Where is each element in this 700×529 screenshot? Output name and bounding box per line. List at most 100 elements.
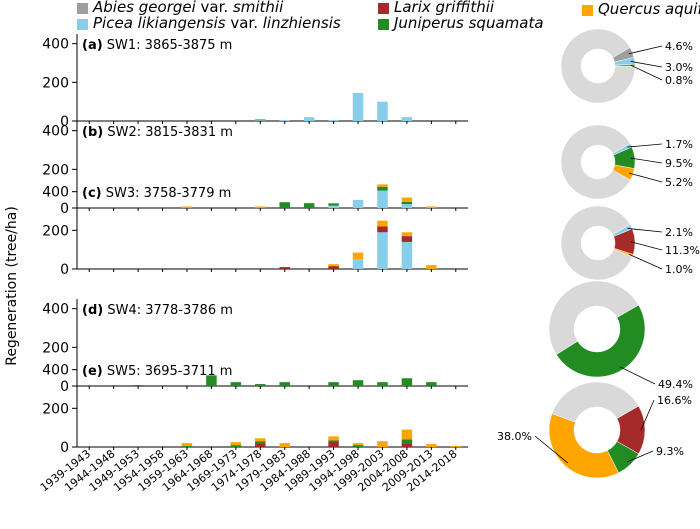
bar-picea-1974-1978	[255, 120, 266, 121]
legend-swatch-picea	[77, 19, 88, 30]
bar-juniperus-1994-1998	[352, 445, 364, 447]
donut-slice-other	[560, 28, 636, 104]
bar-quercus-1989-1993	[328, 436, 339, 441]
donut-leader-line	[630, 60, 663, 68]
bar-quercus-1959-1963	[181, 206, 193, 208]
bar-quercus-2009-2013	[426, 444, 437, 447]
legend-label-juniperus: Juniperus squamata	[391, 14, 544, 32]
panel-2: 0 200 400 (b) SW2: 3815-3831 m	[42, 121, 468, 217]
donut-percent-label: 4.6%	[665, 40, 693, 53]
bar-quercus-1979-1983	[279, 443, 290, 447]
bar-picea-1979-1983	[279, 120, 290, 121]
donut-percent-label: 9.5%	[665, 157, 693, 170]
panel-title: (b) SW2: 3815-3831 m	[82, 125, 233, 140]
y-tick-label: 0	[60, 379, 69, 395]
panel-4: 0 200 400 (d) SW4: 3778-3786 m	[42, 299, 468, 395]
legend-genus-abies: Abies georgei	[92, 0, 197, 16]
donut-slice-juniperus	[556, 304, 646, 378]
y-tick-label: 200	[42, 75, 69, 91]
legend-item-abies: Abies georgei var. smithii	[77, 0, 284, 16]
bar-juniperus-1964-1968	[206, 375, 217, 386]
y-tick-label: 400	[42, 124, 69, 140]
bar-juniperus-2009-2013	[426, 382, 437, 386]
bar-juniperus-1984-1988	[303, 203, 315, 208]
donut-percent-label: 9.3%	[656, 445, 684, 458]
bar-quercus-1999-2003	[377, 220, 388, 227]
panel-title: (d) SW4: 3778-3786 m	[82, 303, 233, 318]
bar-juniperus-1979-1983	[279, 382, 290, 386]
legend-genus-juniperus: Juniperus squamata	[391, 14, 544, 32]
panel-letter: (b)	[82, 125, 103, 140]
bar-picea-1994-1998	[352, 259, 364, 269]
bar-quercus-1974-1978	[255, 438, 266, 442]
legend-item-larix: Larix griffithii	[378, 0, 495, 16]
panel-1: 0 200 400 (a) SW1: 3865-3875 m	[42, 34, 468, 130]
y-tick-label: 0	[60, 114, 69, 130]
legend-rank-picea: var.	[226, 14, 263, 32]
legend-item-juniperus: Juniperus squamata	[378, 14, 544, 32]
bar-picea-1994-1998	[352, 199, 364, 208]
donut-4: 49.4%	[548, 280, 693, 391]
bar-quercus-2004-2008	[401, 429, 413, 440]
panel-site: SW5: 3695-3711 m	[103, 364, 233, 379]
legend-swatch-quercus	[582, 5, 593, 16]
bar-juniperus-2004-2008	[401, 201, 413, 205]
legend-swatch-abies	[77, 3, 88, 14]
bar-quercus-2004-2008	[401, 197, 413, 202]
donut-1: 4.6% 3.0%0.8%	[560, 28, 693, 104]
donut-3: 2.1% 11.3% 1.0%	[560, 205, 700, 281]
bar-quercus-2014-2018	[450, 446, 462, 447]
bar-picea-1984-1988	[303, 117, 315, 121]
bar-quercus-1989-1993	[328, 264, 339, 267]
legend-label-quercus: Quercus aquifolides	[598, 0, 700, 18]
donut-2: 1.7% 9.5% 5.2%	[560, 124, 693, 200]
bar-larix-2004-2008	[401, 443, 413, 447]
bar-juniperus-1974-1978	[255, 441, 266, 444]
bar-juniperus-1974-1978	[255, 119, 266, 121]
donut-leader-line	[630, 64, 663, 81]
y-tick-label: 0	[60, 440, 69, 456]
donut-leader-line	[627, 143, 663, 148]
bar-quercus-1999-2003	[377, 441, 388, 447]
donut-percent-label: 16.6%	[657, 394, 692, 407]
donut-percent-label: 49.4%	[658, 378, 693, 391]
panel-title: (c) SW3: 3758-3779 m	[82, 186, 231, 201]
bar-picea-1999-2003	[377, 232, 388, 269]
bar-larix-1974-1978	[255, 443, 266, 447]
bar-quercus-1969-1973	[230, 442, 242, 446]
panel-3: 0 200 400 (c) SW3: 3758-3779 m	[42, 182, 468, 278]
donut-slice-other	[551, 381, 639, 423]
panel-letter: (d)	[82, 303, 103, 318]
panel-letter: (c)	[82, 186, 102, 201]
legend-genus-larix: Larix griffithii	[394, 0, 495, 16]
donut-percent-label: 38.0%	[497, 430, 532, 443]
legend-label-larix: Larix griffithii	[394, 0, 495, 16]
donut-leader-line	[619, 366, 656, 385]
y-tick-label: 400	[42, 363, 69, 379]
donut-percent-label: 0.8%	[665, 74, 693, 87]
bar-picea-1999-2003	[377, 190, 388, 208]
donut-leader-line	[628, 45, 663, 55]
bar-quercus-1994-1998	[352, 252, 364, 260]
panel-site: SW2: 3815-3831 m	[103, 125, 233, 140]
donut-percent-label: 5.2%	[665, 176, 693, 189]
y-tick-label: 200	[42, 340, 69, 356]
y-axis-label: Regeneration (tree/ha)	[4, 206, 20, 366]
bar-juniperus-2004-2008	[401, 378, 413, 386]
legend-variety-abies: smithii	[233, 0, 284, 16]
bar-juniperus-1974-1978	[255, 384, 266, 386]
y-tick-label: 0	[60, 201, 69, 217]
bar-larix-1989-1993	[328, 266, 339, 269]
legend-swatch-larix	[378, 3, 389, 14]
panel-site: SW1: 3865-3875 m	[103, 38, 233, 53]
bar-juniperus-1979-1983	[279, 202, 290, 208]
bar-juniperus-1959-1963	[181, 446, 193, 447]
bar-quercus-2009-2013	[426, 206, 437, 208]
y-tick-label: 200	[42, 401, 69, 417]
bar-picea-1994-1998	[352, 92, 364, 121]
donut-percent-label: 1.7%	[665, 138, 693, 151]
donut-leader-line	[627, 228, 663, 233]
donut-leader-line	[628, 172, 663, 183]
y-tick-label: 400	[42, 302, 69, 318]
